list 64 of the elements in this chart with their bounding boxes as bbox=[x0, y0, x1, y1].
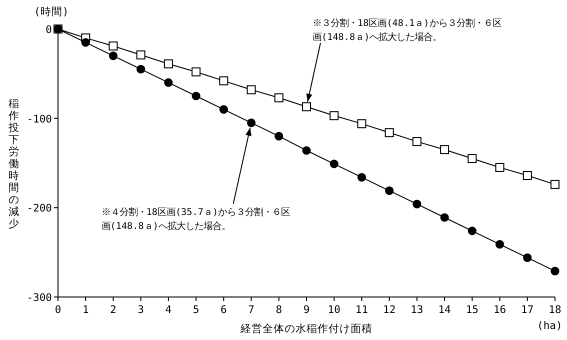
annotation: ※４分割・18区画(35.7ａ)から３分割・６区画(148.8ａ)へ拡大した場合。 bbox=[101, 206, 290, 232]
point bbox=[330, 160, 338, 168]
point bbox=[412, 137, 422, 146]
point bbox=[108, 41, 118, 50]
point bbox=[550, 180, 560, 189]
x-tick-label: 0 bbox=[54, 304, 62, 316]
point bbox=[136, 64, 146, 74]
y-tick-label: 0 bbox=[46, 24, 52, 36]
y-tick-label: -200 bbox=[26, 202, 52, 215]
point bbox=[357, 119, 366, 128]
point bbox=[385, 186, 394, 195]
y-tick-label: -300 bbox=[26, 292, 52, 304]
point bbox=[302, 102, 311, 112]
x-tick-label: 6 bbox=[220, 304, 227, 316]
point bbox=[81, 38, 90, 47]
point bbox=[164, 78, 173, 87]
point bbox=[136, 50, 146, 60]
point bbox=[495, 240, 504, 249]
point bbox=[440, 213, 449, 222]
x-tick-label: 18 bbox=[548, 304, 562, 316]
point bbox=[274, 93, 284, 102]
point bbox=[440, 145, 450, 154]
point bbox=[330, 111, 339, 120]
y-tick-label: -100 bbox=[26, 113, 52, 126]
text: 稲作投下労働時間の減少 bbox=[8, 98, 20, 230]
point bbox=[357, 172, 366, 182]
point bbox=[302, 146, 311, 155]
x-tick-label: 10 bbox=[328, 304, 340, 316]
point bbox=[246, 118, 256, 128]
x-tick-label: 3 bbox=[138, 304, 144, 316]
x-tick-label: 13 bbox=[410, 304, 424, 316]
point bbox=[468, 154, 477, 164]
x-axis-title: 経営全体の水稲作付け面積 bbox=[240, 322, 372, 335]
point bbox=[108, 52, 118, 60]
text: (時間) bbox=[34, 5, 69, 18]
x-tick-label: 11 bbox=[355, 304, 368, 316]
point bbox=[274, 132, 284, 140]
point bbox=[384, 128, 394, 138]
x-tick-label: 17 bbox=[521, 304, 534, 316]
x-tick-label: 2 bbox=[110, 304, 116, 316]
point bbox=[523, 253, 532, 262]
point bbox=[219, 76, 228, 86]
point bbox=[550, 266, 560, 276]
point bbox=[164, 59, 173, 68]
x-tick-label: 8 bbox=[276, 304, 282, 316]
x-tick-label: 12 bbox=[383, 304, 396, 316]
point bbox=[412, 200, 422, 208]
point bbox=[522, 171, 532, 180]
point bbox=[495, 162, 504, 172]
x-tick-label: 15 bbox=[466, 304, 478, 316]
x-tick-label: 4 bbox=[165, 304, 172, 316]
x-tick-label: 7 bbox=[248, 304, 254, 316]
point bbox=[468, 226, 476, 236]
annotation: ※３分割・18区画(48.1ａ)から３分割・６区画(148.8ａ)へ拡大した場合。 bbox=[312, 18, 502, 43]
x-tick-label: 9 bbox=[303, 304, 310, 316]
point bbox=[219, 105, 228, 114]
point bbox=[246, 85, 256, 94]
x-tick-label: 5 bbox=[192, 304, 200, 316]
x-tick-label: 14 bbox=[438, 304, 451, 316]
text: (ha) bbox=[537, 320, 562, 332]
x-tick-label: 16 bbox=[493, 304, 506, 316]
point bbox=[192, 67, 201, 76]
point bbox=[192, 92, 200, 100]
x-tick-label: 1 bbox=[82, 304, 89, 316]
